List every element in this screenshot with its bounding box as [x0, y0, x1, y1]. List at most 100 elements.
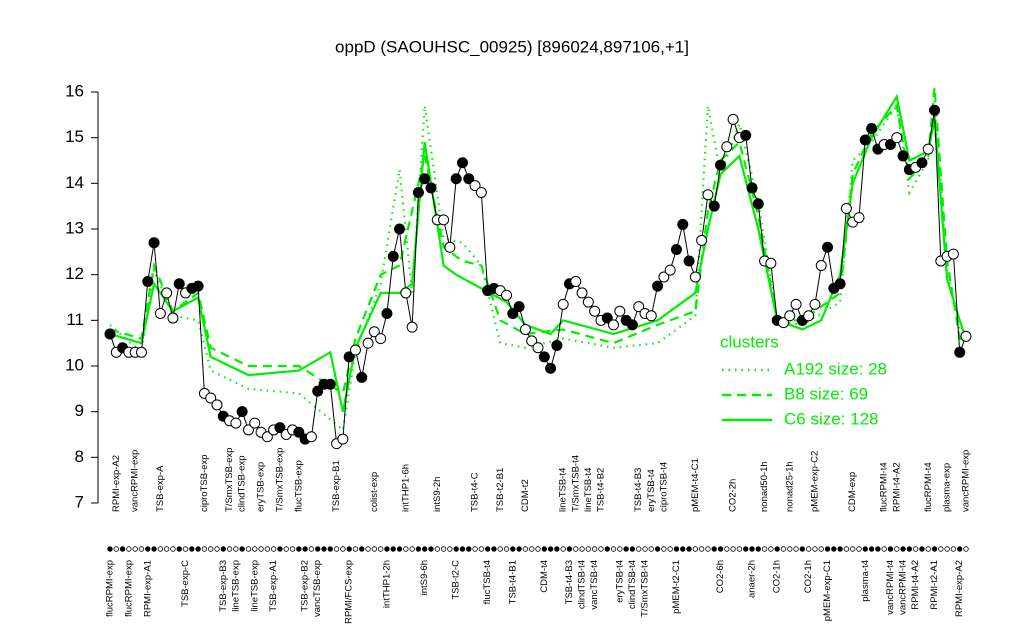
- data-point: [884, 139, 896, 151]
- x-tick-label: TSB-exp-C: [180, 560, 191, 607]
- sample-marker: [484, 546, 491, 552]
- data-point: [922, 143, 934, 155]
- data-point: [689, 271, 701, 283]
- data-point: [154, 307, 166, 319]
- sample-marker: [371, 546, 378, 552]
- sample-marker: [881, 546, 887, 552]
- data-point: [633, 301, 645, 313]
- sample-marker: [799, 546, 806, 552]
- y-tick-label: 8: [75, 447, 84, 466]
- x-tick-label: intTHP1-6h: [400, 464, 411, 512]
- y-tick-label: 9: [75, 401, 84, 420]
- x-tick-label: TSB-t4-C: [470, 472, 481, 512]
- sample-marker: [503, 546, 510, 552]
- sample-marker: [768, 546, 774, 552]
- data-point: [809, 298, 821, 310]
- sample-marker: [264, 546, 271, 552]
- cluster-line: [109, 87, 966, 396]
- sample-marker: [182, 546, 189, 552]
- x-tick-label: plasma-exp: [942, 463, 953, 512]
- sample-marker: [743, 546, 749, 552]
- sample-marker: [428, 546, 434, 552]
- sample-marker: [422, 546, 428, 552]
- sample-marker: [296, 546, 302, 552]
- sample-marker: [201, 546, 208, 552]
- sample-marker: [302, 546, 308, 552]
- x-tick-label: RPMI-exp-A2: [954, 560, 965, 617]
- sample-marker: [724, 546, 730, 552]
- sample-marker: [868, 546, 875, 552]
- data-point: [601, 312, 613, 324]
- sample-marker: [113, 546, 119, 552]
- sample-marker: [359, 546, 365, 552]
- data-point: [192, 280, 204, 292]
- y-tick-label: 7: [75, 492, 84, 511]
- sample-marker: [403, 546, 409, 552]
- data-point: [261, 431, 273, 443]
- sample-marker: [887, 546, 894, 552]
- x-tick-label: TSB-exp-B3: [218, 560, 229, 612]
- x-tick-label: intS9-6h: [419, 560, 430, 595]
- sample-marker: [875, 546, 881, 552]
- data-point: [740, 129, 752, 141]
- data-point: [664, 264, 676, 276]
- data-point: [545, 362, 557, 374]
- x-tick-label: CDM-t4: [539, 560, 550, 593]
- sample-marker: [919, 546, 925, 552]
- legend-label: A192 size: 28: [784, 359, 887, 378]
- sample-marker: [107, 546, 113, 552]
- data-point: [337, 433, 349, 445]
- data-point: [161, 287, 173, 299]
- data-point: [777, 317, 789, 329]
- sample-marker: [157, 546, 164, 552]
- sample-marker: [598, 546, 604, 552]
- sample-marker: [233, 546, 239, 552]
- x-tick-label: clindTSB-exp: [237, 456, 248, 513]
- legend-title: clusters: [720, 332, 779, 351]
- x-tick-label: RPMI-t4-A2: [910, 560, 921, 610]
- sample-marker: [220, 546, 226, 552]
- x-tick-label: nonad25-1h: [784, 461, 795, 512]
- data-point: [211, 399, 223, 411]
- data-point: [444, 241, 456, 253]
- sample-marker: [277, 546, 283, 552]
- x-tick-label: lineTSB-t4: [558, 468, 569, 512]
- sample-marker: [333, 546, 340, 552]
- sample-marker: [529, 546, 535, 552]
- data-point: [708, 200, 720, 212]
- data-point: [507, 307, 519, 319]
- x-tick-label: pMEM-exp-C2: [809, 451, 820, 512]
- data-point: [576, 287, 588, 299]
- sample-marker: [151, 546, 157, 552]
- data-point: [765, 257, 777, 269]
- data-point: [822, 241, 834, 253]
- x-tick-label: TSB-t4-B2: [595, 468, 606, 512]
- x-tick-label: vancRPMI-t4: [898, 560, 909, 615]
- sample-marker: [692, 546, 699, 552]
- sample-marker: [560, 546, 566, 552]
- sample-marker: [352, 546, 359, 552]
- sample-marker: [755, 546, 761, 552]
- sample-marker: [912, 546, 919, 552]
- data-point: [803, 310, 815, 322]
- y-tick-label: 11: [66, 310, 84, 329]
- sample-marker: [132, 546, 138, 552]
- x-tick-label: TSB-t4-B1: [507, 560, 518, 604]
- data-point: [406, 321, 418, 333]
- sample-marker: [805, 546, 812, 552]
- sample-marker: [176, 546, 182, 552]
- sample-marker: [636, 546, 642, 552]
- sample-marker: [894, 546, 900, 552]
- data-point: [148, 237, 160, 249]
- data-point: [840, 202, 852, 214]
- x-tick-label: vancRPMI-exp: [130, 450, 141, 512]
- data-point: [142, 276, 154, 288]
- x-tick-label: vancRPMI-t4: [885, 560, 896, 615]
- sample-marker: [950, 546, 957, 552]
- data-point: [866, 123, 878, 135]
- x-tick-label: RPMI-t2-A1: [929, 560, 940, 610]
- chart-title: oppD (SAOUHSC_00925) [896024,897106,+1]: [335, 37, 689, 56]
- data-point: [570, 276, 582, 288]
- x-tick-label: lineTSB-exp: [249, 560, 260, 612]
- sample-marker: [673, 546, 680, 552]
